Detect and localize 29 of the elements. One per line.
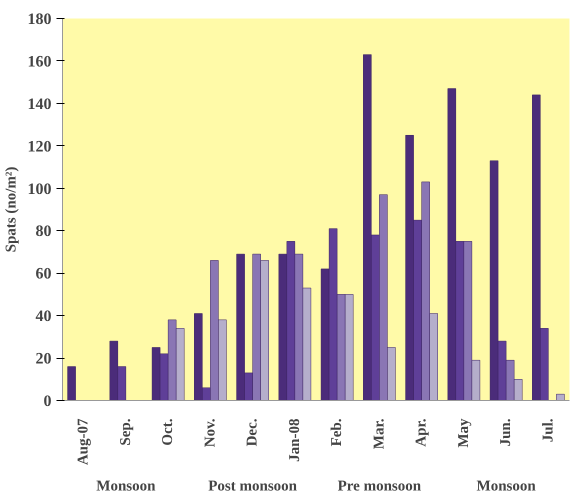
- y-tick-label: 20: [36, 350, 52, 368]
- text: Monsoon: [476, 478, 536, 494]
- x-tick-label: Oct.: [160, 418, 176, 446]
- text: Monsoon: [96, 478, 156, 494]
- x-tick-label: Apr.: [414, 418, 430, 447]
- x-tick-label: Jul.: [540, 418, 556, 442]
- y-tick-label: 180: [28, 11, 52, 28]
- x-tick-label: Nov.: [202, 418, 218, 448]
- text: Post monsoon: [208, 478, 298, 494]
- y-tick-label: 100: [28, 180, 52, 198]
- x-tick-label: Dec.: [244, 418, 261, 446]
- x-tick-label: Feb.: [329, 418, 346, 446]
- y-tick-label: 160: [28, 53, 52, 70]
- x-tick-label: Mar.: [371, 418, 388, 450]
- y-tick-label: 40: [36, 308, 52, 326]
- x-tick-label: Jun.: [498, 418, 514, 446]
- bar: [67, 366, 76, 400]
- y-tick-label: 60: [36, 266, 52, 283]
- y-tick-label: 140: [28, 96, 52, 113]
- bar: [556, 394, 565, 400]
- x-tick-label: Jan-08: [286, 418, 303, 462]
- x-tick-label: Sep.: [118, 418, 134, 446]
- x-tick-label: Aug-07: [76, 418, 92, 466]
- y-axis-title: Spats (no/m²): [4, 166, 20, 252]
- y-tick-label: 120: [28, 138, 52, 156]
- y-tick-label: 0: [44, 393, 52, 410]
- x-tick-label: May: [456, 418, 472, 448]
- text: Pre monsoon: [338, 478, 422, 494]
- y-tick-label: 80: [36, 223, 52, 240]
